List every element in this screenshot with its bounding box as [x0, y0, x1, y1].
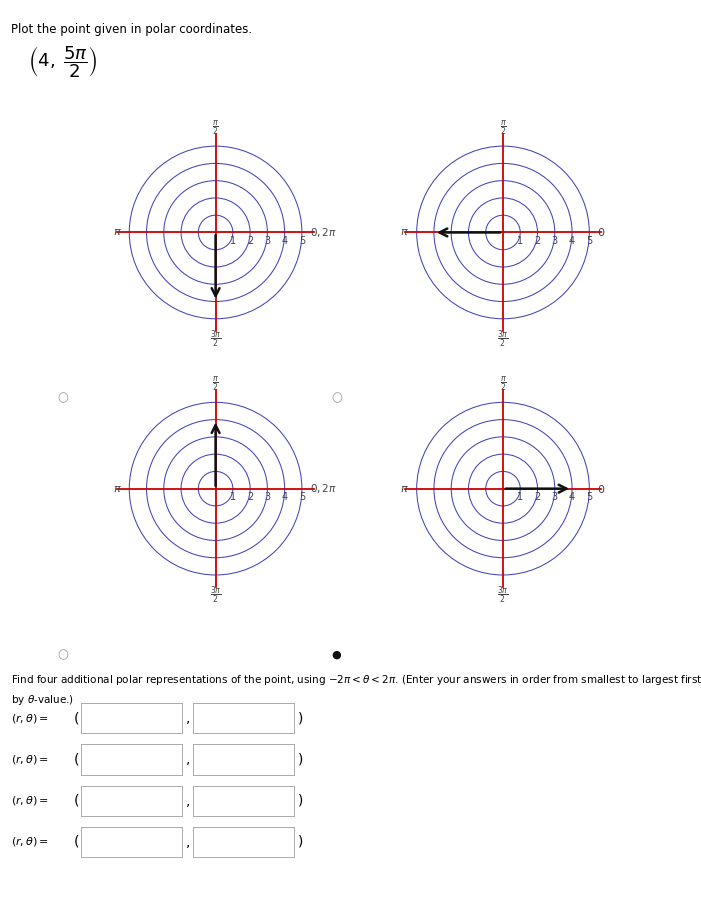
Text: 3: 3 — [264, 236, 271, 246]
Text: 1: 1 — [230, 236, 236, 246]
Text: Find four additional polar representations of the point, using $-2\pi < \theta <: Find four additional polar representatio… — [11, 673, 701, 686]
Text: ): ) — [298, 793, 304, 808]
Text: ): ) — [298, 711, 304, 726]
Text: $\frac{3\pi}{2}$: $\frac{3\pi}{2}$ — [210, 585, 222, 606]
Text: $\frac{\pi}{2}$: $\frac{\pi}{2}$ — [500, 374, 506, 393]
Text: ,: , — [186, 834, 190, 849]
Text: $\frac{\pi}{2}$: $\frac{\pi}{2}$ — [500, 118, 506, 136]
Text: $0$: $0$ — [597, 226, 606, 239]
Text: 2: 2 — [247, 236, 253, 246]
Text: ): ) — [298, 834, 304, 849]
Text: $\left(4,\;\dfrac{5\pi}{2}\right)$: $\left(4,\;\dfrac{5\pi}{2}\right)$ — [28, 44, 97, 80]
Text: $\pi$: $\pi$ — [113, 484, 121, 494]
Text: 1: 1 — [230, 492, 236, 502]
Text: $0$: $0$ — [597, 482, 606, 495]
Text: 2: 2 — [534, 236, 540, 246]
Text: $\frac{\pi}{2}$: $\frac{\pi}{2}$ — [212, 118, 219, 136]
Text: ,: , — [186, 711, 190, 726]
Text: ○: ○ — [331, 392, 342, 404]
Text: 3: 3 — [552, 236, 558, 246]
Text: 2: 2 — [534, 492, 540, 502]
Text: 5: 5 — [586, 236, 592, 246]
Text: ○: ○ — [57, 392, 69, 404]
Text: $\pi$: $\pi$ — [400, 484, 409, 494]
Text: 1: 1 — [517, 236, 524, 246]
Text: $(r, \theta) =$: $(r, \theta) =$ — [11, 712, 48, 725]
Text: ): ) — [298, 752, 304, 767]
Text: 4: 4 — [282, 492, 287, 502]
Text: $\frac{3\pi}{2}$: $\frac{3\pi}{2}$ — [497, 585, 509, 606]
Text: (: ( — [74, 752, 79, 767]
Text: ,: , — [186, 793, 190, 808]
Text: ●: ● — [332, 650, 341, 659]
Text: $\pi$: $\pi$ — [113, 228, 121, 238]
Text: $\frac{3\pi}{2}$: $\frac{3\pi}{2}$ — [497, 328, 509, 350]
Text: 4: 4 — [569, 492, 575, 502]
Text: by $\theta$-value.): by $\theta$-value.) — [11, 693, 74, 706]
Text: 4: 4 — [569, 236, 575, 246]
Text: $(r, \theta) =$: $(r, \theta) =$ — [11, 835, 48, 848]
Text: 2: 2 — [247, 492, 253, 502]
Text: (: ( — [74, 793, 79, 808]
Text: (: ( — [74, 711, 79, 726]
Text: $0, 2\pi$: $0, 2\pi$ — [310, 226, 336, 239]
Text: $(r, \theta) =$: $(r, \theta) =$ — [11, 794, 48, 807]
Text: $(r, \theta) =$: $(r, \theta) =$ — [11, 753, 48, 766]
Text: Plot the point given in polar coordinates.: Plot the point given in polar coordinate… — [11, 23, 252, 36]
Text: 5: 5 — [586, 492, 592, 502]
Text: 1: 1 — [517, 492, 524, 502]
Text: $\frac{\pi}{2}$: $\frac{\pi}{2}$ — [212, 374, 219, 393]
Text: 5: 5 — [299, 492, 305, 502]
Text: 4: 4 — [282, 236, 287, 246]
Text: (: ( — [74, 834, 79, 849]
Text: ○: ○ — [57, 648, 69, 661]
Text: 3: 3 — [264, 492, 271, 502]
Text: 3: 3 — [552, 492, 558, 502]
Text: $\pi$: $\pi$ — [400, 228, 409, 238]
Text: $0, 2\pi$: $0, 2\pi$ — [310, 482, 336, 495]
Text: $\frac{3\pi}{2}$: $\frac{3\pi}{2}$ — [210, 328, 222, 350]
Text: ,: , — [186, 752, 190, 767]
Text: 5: 5 — [299, 236, 305, 246]
